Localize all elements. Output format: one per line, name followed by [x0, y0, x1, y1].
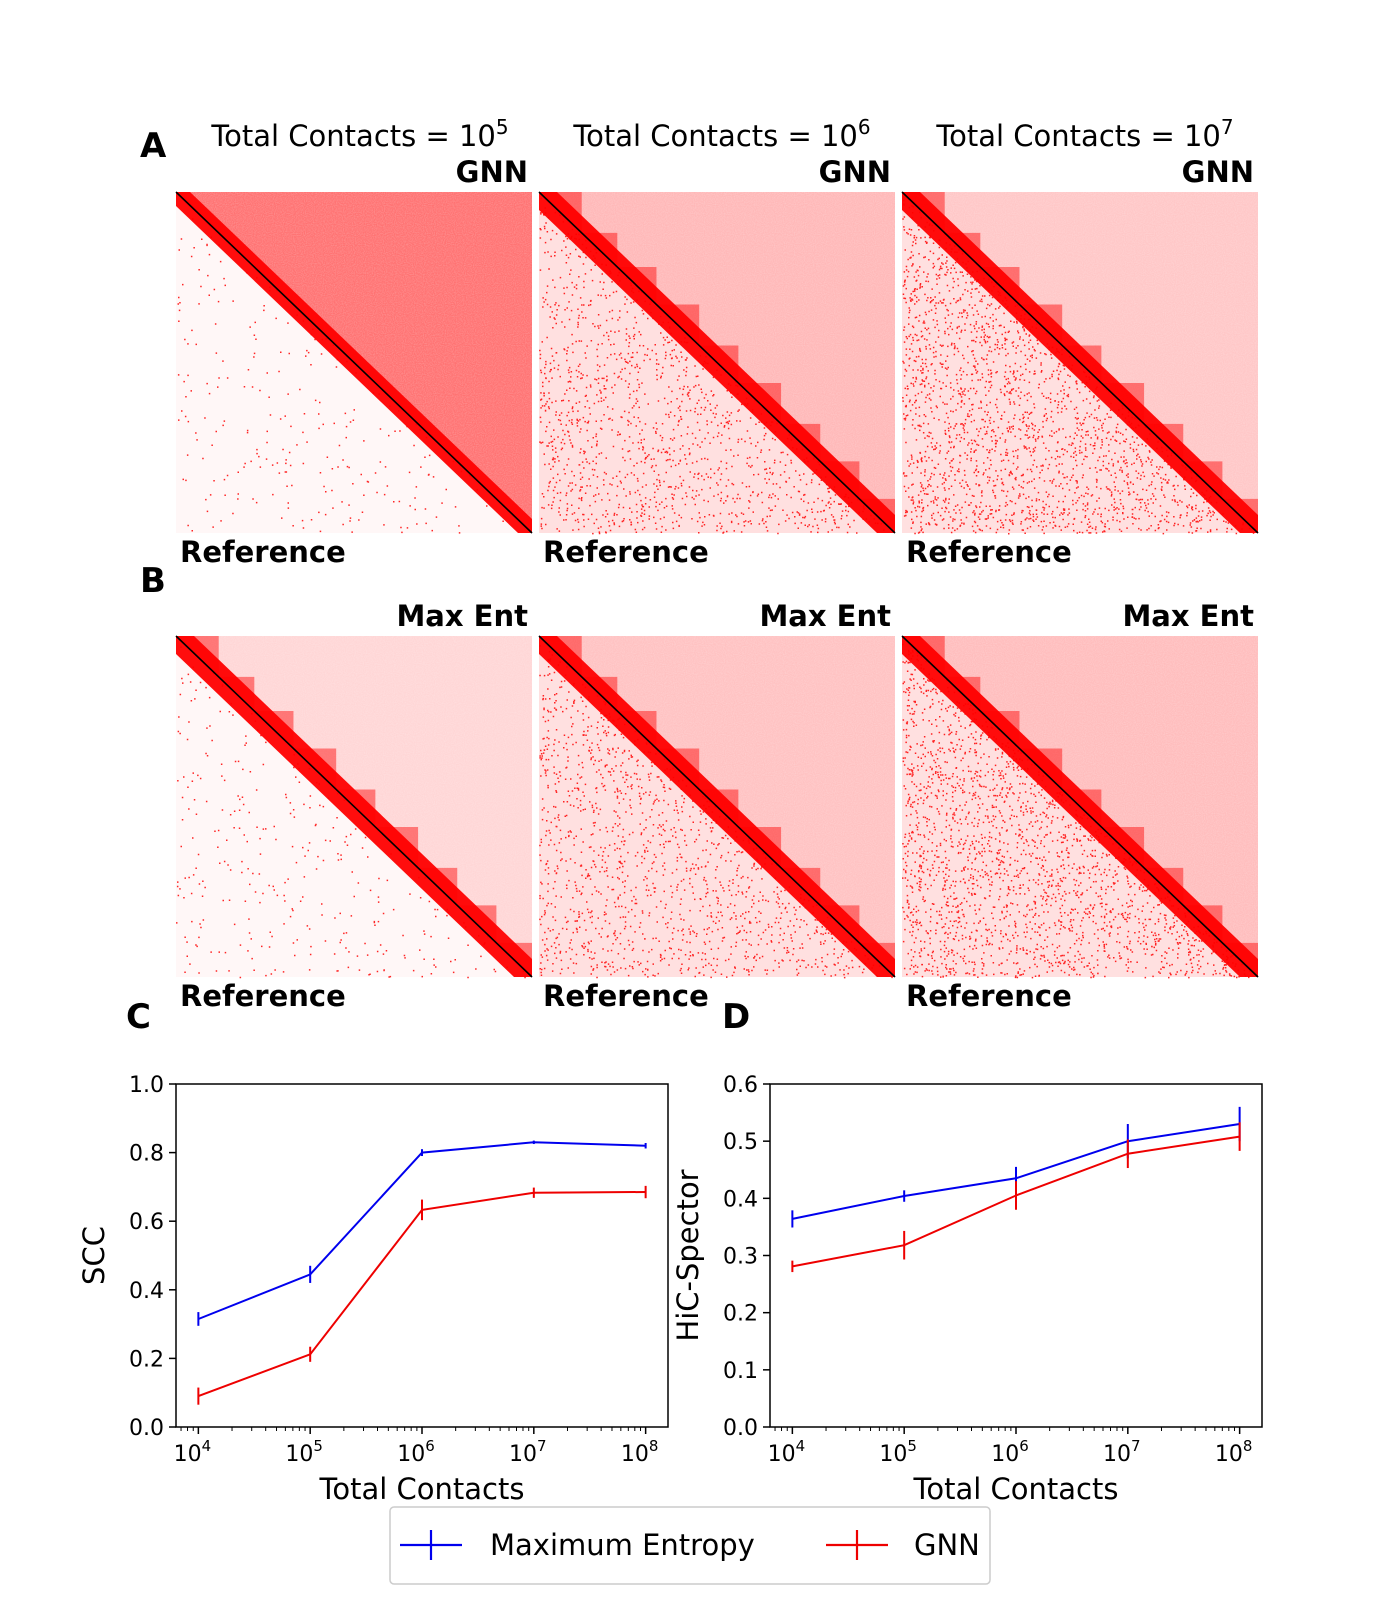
heatmap-lower-label: Reference — [180, 535, 346, 569]
x-tick-label: 105 — [879, 1437, 917, 1467]
heatmap-upper-label: GNN — [1182, 155, 1254, 189]
y-axis-label: SCC — [77, 1226, 111, 1285]
y-tick-label: 0.6 — [129, 1210, 164, 1235]
x-tick-label: 105 — [285, 1437, 323, 1467]
heatmap-b-1: Max Ent Reference — [175, 599, 533, 1013]
legend: Maximum Entropy GNN — [389, 1506, 991, 1585]
column-title-3: Total Contacts = 107 — [935, 115, 1233, 153]
heatmap-b-3: Max Ent Reference — [901, 599, 1259, 1013]
heatmap-upper-label: GNN — [456, 155, 528, 189]
heatmap-diagonal-line — [175, 191, 533, 534]
heatmap-upper-label: Max Ent — [1122, 599, 1254, 633]
x-tick-label: 107 — [509, 1437, 547, 1467]
panel-label-b: B — [140, 561, 166, 601]
series-line — [198, 1141, 646, 1320]
y-tick-label: 0.4 — [723, 1187, 758, 1212]
column-title-2: Total Contacts = 106 — [572, 115, 870, 153]
x-tick-label: 104 — [174, 1437, 212, 1467]
plot-frame — [175, 1083, 669, 1428]
y-tick-label: 0.0 — [129, 1416, 164, 1441]
y-tick-label: 1.0 — [129, 1073, 164, 1098]
y-tick-label: 0.8 — [129, 1142, 164, 1167]
chart-hic-spector: 0.0 0.1 0.2 0.3 0.4 0.5 0.6 104 105 106 107 108 Tota… — [671, 1073, 1263, 1506]
x-tick-label: 108 — [1215, 1437, 1253, 1467]
heatmap-lower-label: Reference — [180, 979, 346, 1013]
heatmap-a-1: GNN Reference — [175, 155, 533, 569]
y-tick-label: 0.2 — [723, 1302, 758, 1327]
heatmap-lower-label: Reference — [906, 535, 1072, 569]
panel-label-a: A — [140, 126, 167, 166]
plot-frame — [769, 1083, 1263, 1428]
series-gnn — [791, 1122, 1241, 1273]
heatmap-upper-label: Max Ent — [759, 599, 891, 633]
y-tick-label: 0.5 — [723, 1130, 758, 1155]
heatmap-diagonal-line — [538, 635, 896, 978]
heatmap-lower-label: Reference — [543, 535, 709, 569]
legend-label-maximum-entropy: Maximum Entropy — [490, 1528, 755, 1562]
heatmap-diagonal-line — [175, 635, 533, 978]
heatmap-diagonal-line — [538, 191, 896, 534]
series-gnn — [197, 1185, 647, 1405]
x-tick-label: 104 — [768, 1437, 806, 1467]
chart-scc: 0.0 0.2 0.4 0.6 0.8 1.0 104 105 106 107 108 Total C… — [77, 1073, 669, 1506]
y-tick-label: 0.1 — [723, 1359, 758, 1384]
x-tick-label: 108 — [621, 1437, 659, 1467]
legend-box — [389, 1506, 991, 1585]
y-axis-label: HiC-Spector — [671, 1169, 705, 1341]
x-tick-label: 106 — [991, 1437, 1029, 1467]
heatmap-upper-label: Max Ent — [396, 599, 528, 633]
y-tick-label: 0.4 — [129, 1279, 164, 1304]
y-tick-label: 0.0 — [723, 1416, 758, 1441]
legend-label-gnn: GNN — [914, 1528, 980, 1562]
heatmap-diagonal-line — [901, 635, 1259, 978]
heatmap-a-3: GNN Reference — [901, 155, 1259, 569]
x-tick-label: 107 — [1103, 1437, 1141, 1467]
x-tick-label: 106 — [397, 1437, 435, 1467]
x-axis-label: Total Contacts — [913, 1472, 1119, 1506]
x-axis-label: Total Contacts — [319, 1472, 525, 1506]
heatmap-upper-label: GNN — [819, 155, 891, 189]
series-line — [198, 1191, 646, 1398]
y-tick-label: 0.3 — [723, 1245, 758, 1270]
heatmap-diagonal-line — [901, 191, 1259, 534]
y-tick-label: 0.6 — [723, 1073, 758, 1098]
y-tick-label: 0.2 — [129, 1347, 164, 1372]
heatmap-a-2: GNN Reference — [538, 155, 896, 569]
panel-label-d: D — [722, 997, 750, 1037]
heatmap-b-2: Max Ent Reference — [538, 599, 896, 1013]
panel-label-c: C — [126, 997, 151, 1037]
column-title-1: Total Contacts = 105 — [210, 115, 508, 153]
heatmap-lower-label: Reference — [543, 979, 709, 1013]
series-maximum-entropy — [197, 1140, 647, 1326]
heatmap-grid: GNNReferenceGNNReferenceGNNReferenceMax … — [175, 155, 1259, 1013]
heatmap-lower-label: Reference — [906, 979, 1072, 1013]
